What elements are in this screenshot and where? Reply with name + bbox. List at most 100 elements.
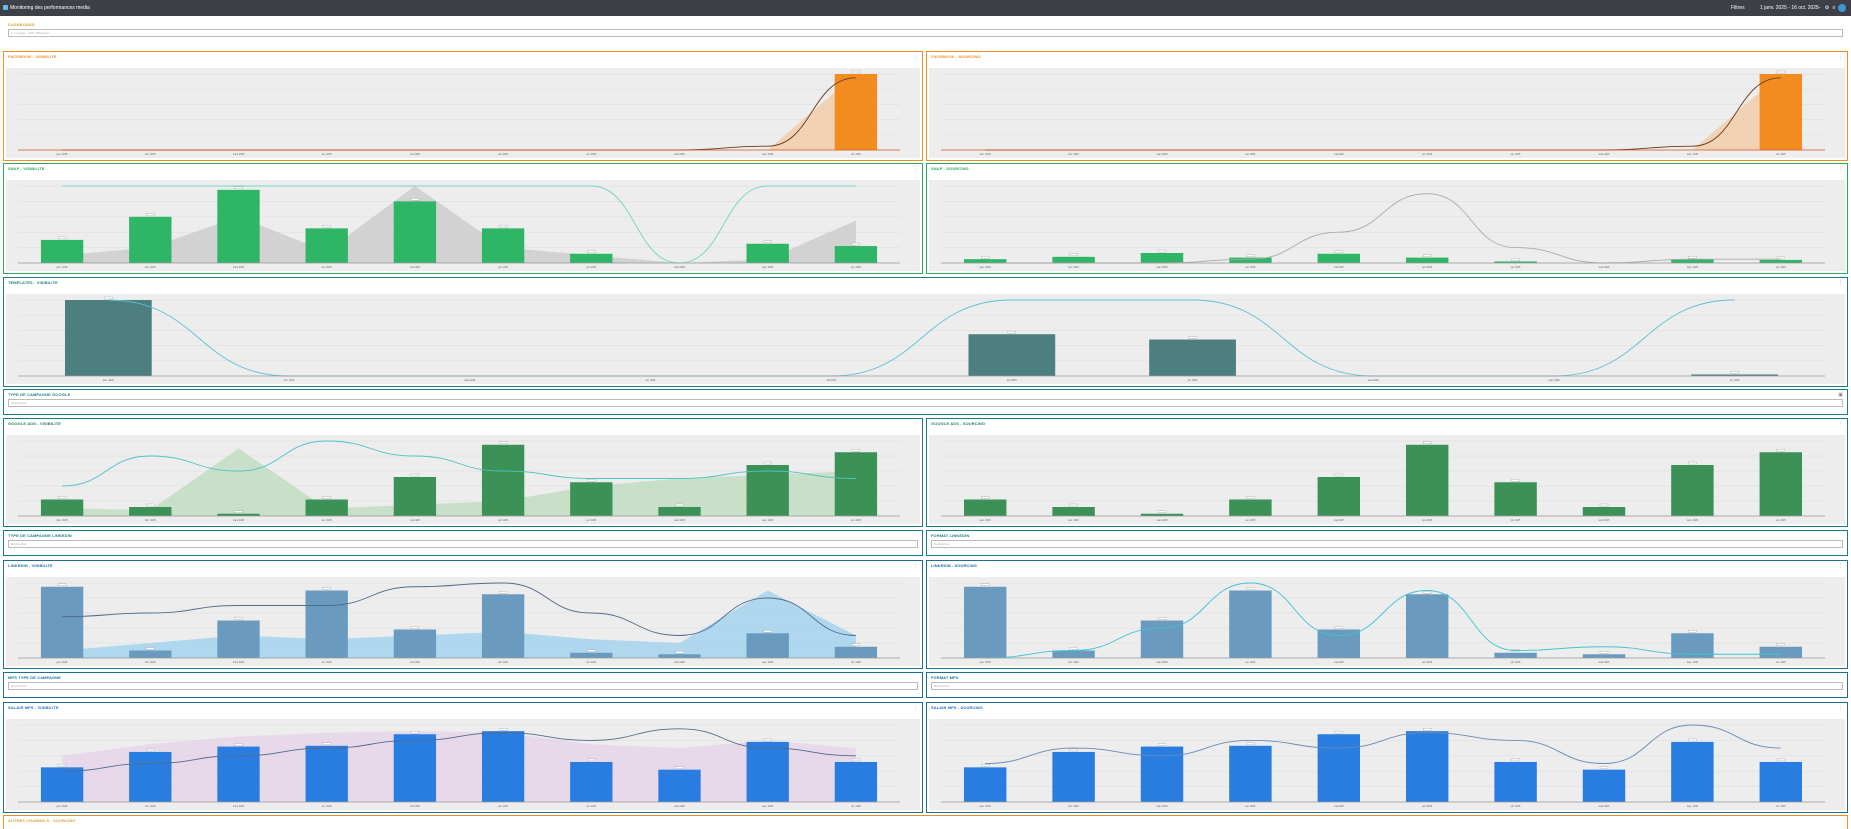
li-type-filter: TYPE DE CAMPAGNE LINKEDIN Rechercher — [3, 530, 923, 556]
x-tick-label: juil. 2025 — [1510, 661, 1521, 664]
date-range-picker[interactable]: 1 janv. 2025 - 16 oct. 2025 — [1760, 5, 1819, 11]
bar-data-label — [498, 728, 508, 731]
x-tick-label: sept. 2025 — [762, 266, 774, 269]
bar-data-label — [1334, 250, 1343, 253]
x-tick-label: juin 2025 — [497, 266, 508, 269]
bar-data-label — [1423, 591, 1432, 594]
x-tick-label: mars 2025 — [233, 266, 245, 269]
x-tick-label: juin 2025 — [1421, 266, 1432, 269]
li-format-search[interactable]: Rechercher — [931, 540, 1843, 548]
panel-menu-icon[interactable]: ⋮ — [1838, 54, 1843, 60]
x-tick-label: oct. 2025 — [851, 805, 862, 808]
x-tick-label: avr. 2025 — [1245, 266, 1256, 269]
area-series — [62, 186, 856, 263]
bar-data-label — [1423, 441, 1432, 444]
chart-bar — [1582, 507, 1626, 516]
line-series — [62, 185, 856, 264]
x-tick-label: mai 2025 — [1334, 661, 1345, 664]
chart-bar — [1405, 257, 1449, 263]
x-tick-label: avr. 2025 — [322, 153, 333, 156]
x-tick-label: oct. 2025 — [1776, 661, 1787, 664]
panel-menu-icon[interactable]: ⋮ — [913, 54, 918, 60]
panel-menu-icon[interactable]: ⋮ — [913, 421, 918, 427]
app-logo — [3, 5, 8, 10]
panel-menu-icon[interactable]: ⋮ — [913, 563, 918, 569]
bar-data-label — [851, 70, 861, 74]
chart-bar — [481, 444, 525, 516]
chart-bar — [1759, 74, 1803, 150]
li-type-search[interactable]: Rechercher — [8, 540, 918, 548]
panel-menu-icon[interactable]: ⋮ — [913, 166, 918, 172]
section-options-icon[interactable]: ▣ — [1838, 392, 1843, 398]
bar-data-label — [498, 591, 508, 594]
x-tick-label: mars 2025 — [464, 379, 476, 382]
chart-legend — [931, 570, 967, 583]
chart-bar — [1229, 590, 1272, 658]
x-tick-label: juil. 2025 — [1510, 266, 1521, 269]
x-tick-label: août 2025 — [1599, 519, 1610, 522]
chart-bar — [217, 620, 260, 658]
li-sourc-panel: LINKEDIN - SOURCING ⋮ janv. 2025 févr. 2025… — [926, 560, 1848, 669]
x-tick-label: avr. 2025 — [322, 805, 333, 808]
x-tick-label: mai 2025 — [410, 661, 421, 664]
x-tick-label: oct. 2025 — [1776, 519, 1787, 522]
chart-bar — [746, 243, 789, 263]
x-tick-label: avr. 2025 — [646, 379, 657, 382]
chart-bar — [963, 259, 1007, 263]
settings-icon[interactable]: ⚙ — [1824, 5, 1830, 11]
chart-bar — [1052, 751, 1095, 802]
chart-plot-area: janv. 2025 févr. 2025 mars 2025 avr. 2025 ma… — [929, 68, 1845, 158]
mps-format-search[interactable]: Rechercher — [931, 682, 1843, 690]
bar-data-label — [322, 496, 331, 499]
gads-type-search[interactable]: Rechercher — [8, 399, 1843, 407]
x-tick-label: oct. 2025 — [1776, 153, 1787, 156]
panel-menu-icon[interactable]: ⋮ — [1838, 280, 1843, 286]
bar-data-label — [1246, 742, 1255, 745]
chart-plot-area: janv. 2025 févr. 2025 mars 2025 avr. 2025 ma… — [929, 577, 1845, 666]
bar-data-label — [146, 647, 155, 650]
share-icon[interactable]: ⋯ — [1816, 5, 1822, 11]
x-tick-label: mai 2025 — [410, 805, 421, 808]
panel-menu-icon[interactable]: ⋮ — [1838, 166, 1843, 172]
dashboard-search-input[interactable]: 1 / 1 pages - 300 / 300 lignes — [8, 29, 1843, 37]
x-tick-label: juil. 2025 — [1510, 519, 1521, 522]
panel-menu-icon[interactable]: ⋮ — [1838, 563, 1843, 569]
fb-visib-panel: FACEBOOK - VISIBILITE ⋮ janv. 2025 févr. 20… — [3, 51, 923, 161]
chart-bar — [746, 633, 789, 658]
gads-type-filter: TYPE DE CAMPAGNE GOOGLE ▣ Rechercher — [3, 389, 1848, 415]
chart-bar — [305, 499, 348, 516]
chart-legend — [8, 712, 44, 725]
mps-type-search[interactable]: Rechercher — [8, 682, 918, 690]
panel-menu-icon[interactable]: ⋮ — [913, 705, 918, 711]
li-format-title: FORMAT LINKEDIN — [931, 533, 970, 538]
bar-data-label — [1776, 449, 1785, 452]
bar-data-label — [1157, 249, 1167, 253]
mps-type-title: MPS TYPE DE CAMPAGNE — [8, 675, 62, 680]
bar-data-label — [234, 510, 243, 513]
menu-icon[interactable]: ≡ — [1832, 5, 1836, 11]
chart-bar — [570, 482, 613, 516]
bar-data-label — [1246, 587, 1255, 590]
x-tick-label: avr. 2025 — [1245, 153, 1256, 156]
bar-data-label — [675, 766, 684, 769]
bar-data-label — [1246, 254, 1255, 257]
x-tick-label: janv. 2025 — [979, 519, 992, 522]
chart-bar — [393, 201, 437, 263]
x-tick-label: avr. 2025 — [322, 266, 333, 269]
x-tick-label: oct. 2025 — [851, 153, 862, 156]
top-bar: Monitoring des performances media Filtre… — [0, 0, 1851, 16]
x-tick-label: sept. 2025 — [1548, 379, 1560, 382]
chart-bar — [1229, 745, 1272, 802]
panel-menu-icon[interactable]: ⋮ — [1838, 705, 1843, 711]
filter-button[interactable]: Filtres — [1731, 5, 1745, 11]
chart-bar — [570, 761, 613, 802]
x-tick-label: oct. 2025 — [1776, 266, 1787, 269]
chart-bar — [217, 513, 260, 516]
avatar[interactable] — [1838, 4, 1846, 12]
bar-data-label — [410, 198, 420, 201]
x-tick-label: oct. 2025 — [851, 266, 862, 269]
panel-menu-icon[interactable]: ⋮ — [1838, 421, 1843, 427]
chart-legend — [931, 61, 967, 74]
bar-data-label — [1334, 473, 1343, 477]
x-tick-label: mars 2025 — [233, 805, 245, 808]
